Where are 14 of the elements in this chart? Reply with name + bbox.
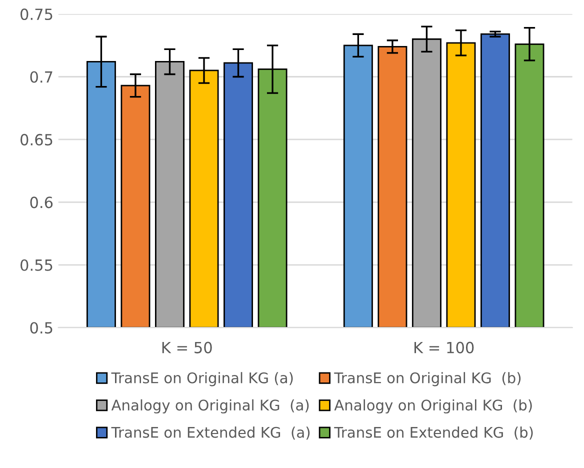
legend-label: Analogy on Original KG (a)	[111, 399, 309, 414]
legend-label: Analogy on Original KG (b)	[334, 399, 532, 414]
y-tick-label: 0.6	[30, 196, 53, 208]
y-tick-label: 0.75	[20, 8, 52, 20]
legend-label: TransE on Original KG (a)	[111, 372, 293, 386]
y-tick-label: 0.5	[30, 322, 52, 334]
legend-label: TransE on Extended KG (a)	[111, 426, 310, 440]
legend-label: TransE on Original KG (b)	[334, 372, 521, 386]
x-tick-label: K = 50	[162, 342, 212, 354]
x-tick-label: K = 100	[414, 342, 474, 354]
y-tick-label: 0.7	[30, 71, 52, 83]
y-tick-label: 0.55	[20, 259, 52, 271]
y-tick-label: 0.65	[20, 134, 52, 146]
legend-label: TransE on Extended KG (b)	[334, 426, 533, 440]
